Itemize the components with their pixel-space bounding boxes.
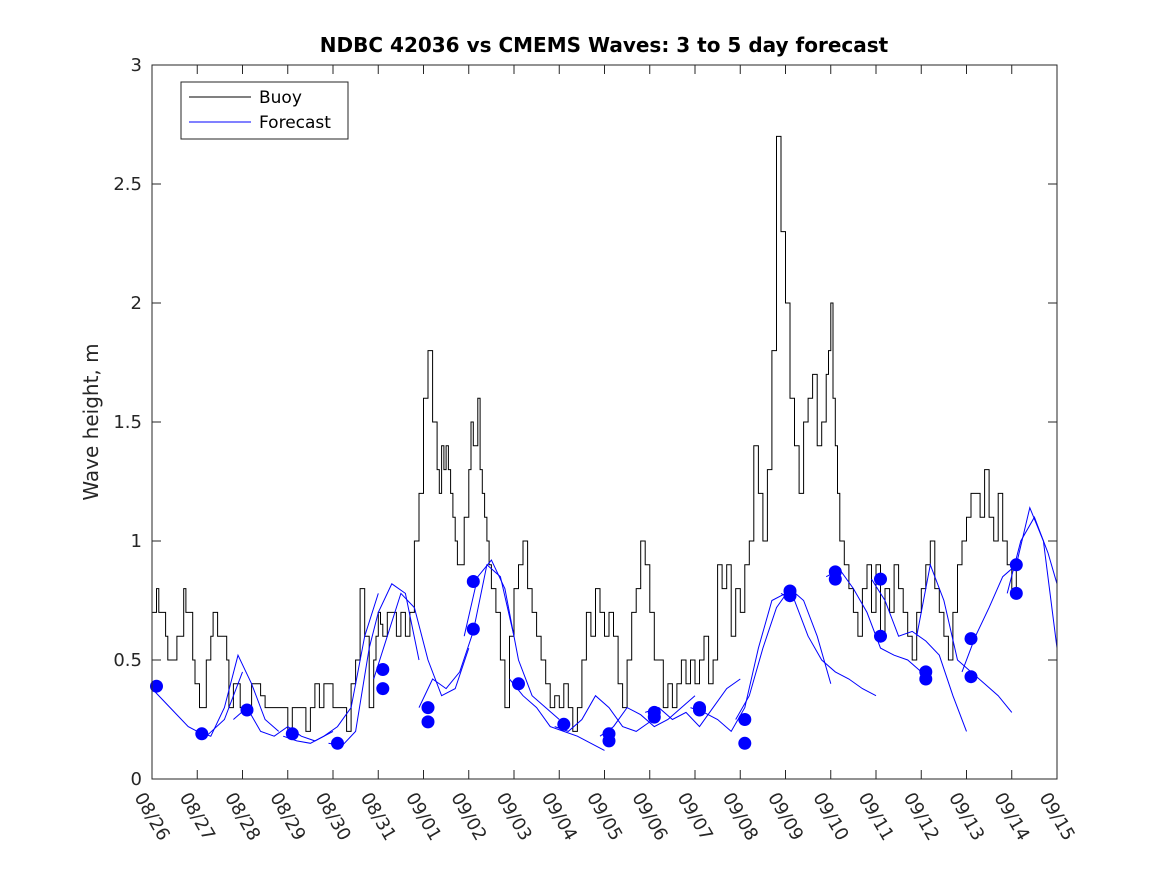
forecast-marker-11 <box>512 677 525 691</box>
legend-box <box>180 81 349 140</box>
legend: Buoy Forecast <box>180 81 349 140</box>
forecast-marker-24 <box>828 572 842 586</box>
forecast-series-line-10 <box>599 695 696 737</box>
forecast-marker-4 <box>331 736 344 750</box>
forecast-series-line-4 <box>328 583 420 747</box>
forecast-marker-32 <box>1009 586 1023 600</box>
forecast-marker-1 <box>195 727 209 741</box>
y-axis-label: Wave height, m <box>79 343 103 500</box>
forecast-marker-7 <box>421 701 435 715</box>
forecast-marker-20 <box>738 736 752 750</box>
forecast-marker-16 <box>647 710 661 724</box>
forecast-series-line-9 <box>554 694 651 732</box>
forecast-series-line-1 <box>197 653 280 737</box>
forecast-series-line-14 <box>780 592 877 697</box>
forecast-marker-3 <box>285 727 299 741</box>
forecast-marker-19 <box>738 713 752 726</box>
forecast-marker-10 <box>466 622 480 636</box>
forecast-marker-8 <box>421 715 435 729</box>
chart-title: NDBC 42036 vs CMEMS Waves: 3 to 5 day fo… <box>320 33 889 57</box>
forecast-marker-25 <box>874 572 887 586</box>
y-tick-label-2: 1 <box>131 531 142 552</box>
forecast-marker-31 <box>1009 558 1023 572</box>
forecast-marker-28 <box>919 672 933 686</box>
legend-forecast-label: Forecast <box>259 113 331 133</box>
y-tick-label-1: 0.5 <box>113 650 142 671</box>
y-tick-label-0: 0 <box>131 769 142 790</box>
forecast-series-line-12 <box>690 592 786 733</box>
forecast-marker-26 <box>874 629 887 643</box>
forecast-series-line-5 <box>373 592 470 697</box>
forecast-series-line-8 <box>509 678 605 751</box>
forecast-marker-2 <box>240 703 254 717</box>
forecast-marker-18 <box>693 703 706 717</box>
forecast-series-line-7 <box>463 559 560 720</box>
forecast-marker-12 <box>557 717 571 731</box>
forecast-marker-29 <box>964 632 978 646</box>
forecast-series-line-11 <box>645 678 741 728</box>
forecast-marker-0 <box>150 679 163 693</box>
forecast-marker-5 <box>376 663 390 676</box>
forecast-marker-30 <box>964 670 978 684</box>
forecast-marker-9 <box>466 575 480 588</box>
forecast-series-line-3 <box>283 593 379 744</box>
legend-buoy-label: Buoy <box>259 88 302 108</box>
y-tick-label-6: 3 <box>131 55 142 76</box>
y-tick-label-4: 2 <box>131 293 142 314</box>
forecast-series-line-15 <box>825 568 922 673</box>
forecast-series-line-13 <box>735 587 832 720</box>
forecast-marker-14 <box>602 734 616 748</box>
forecast-marker-6 <box>376 682 390 696</box>
data-layer <box>150 135 1058 751</box>
y-tick-label-5: 2.5 <box>113 174 142 195</box>
buoy-series-line <box>152 135 1021 732</box>
forecast-marker-22 <box>783 589 797 603</box>
plot-area <box>152 65 1057 779</box>
forecast-series-line-16 <box>871 578 967 732</box>
y-tick-label-3: 1.5 <box>113 412 142 433</box>
